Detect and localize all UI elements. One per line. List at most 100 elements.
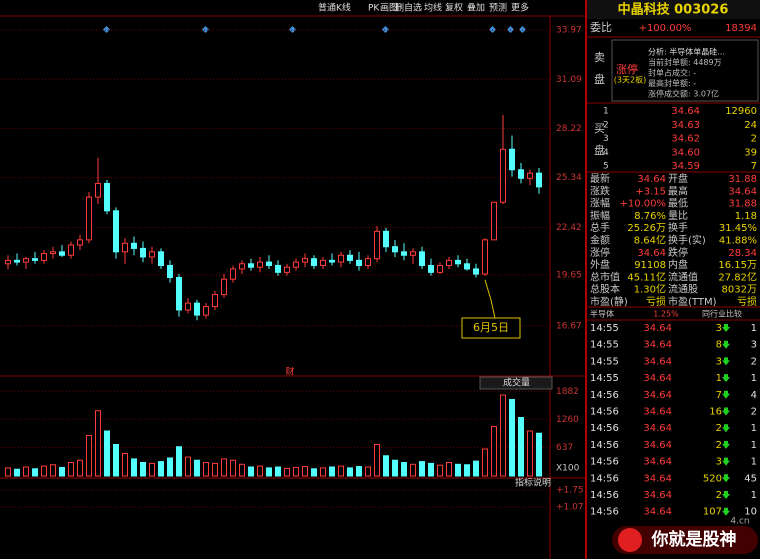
stat-label: 换手 (668, 221, 688, 234)
watermark-icon (618, 528, 642, 552)
volume-bar (401, 462, 407, 477)
tick-arrow (722, 424, 730, 433)
volume-bar (248, 466, 254, 477)
candle-body (392, 246, 398, 253)
stat-value: 91108 (634, 260, 666, 271)
candle-body (338, 254, 344, 263)
stat-value: 1.18 (735, 211, 757, 222)
stat-value: 31.88 (728, 174, 757, 185)
tick-volume: 3 (716, 323, 722, 334)
news-marker (201, 25, 210, 34)
candle-body (401, 251, 407, 256)
buy-level-volume: 2 (751, 134, 757, 145)
tick-volume: 2 (716, 423, 722, 434)
volume-selector[interactable] (479, 376, 553, 390)
tick-arrow (722, 357, 730, 366)
stat-label: 最新 (590, 172, 610, 185)
volume-bar (176, 446, 182, 477)
stat-label: 涨跌 (590, 184, 610, 197)
stat-label: 总手 (590, 221, 610, 234)
sell-label: 盘 (594, 72, 605, 86)
tick-price: 34.64 (643, 390, 672, 401)
industry-compare[interactable]: 同行业比较 (702, 309, 742, 319)
candle-body (275, 265, 281, 273)
stat-value: 亏损 (646, 295, 666, 308)
toolbar-button[interactable]: 删自选 (395, 2, 422, 14)
volume-bar (437, 464, 443, 477)
buy-level-price: 34.59 (671, 161, 700, 172)
candle-body (86, 196, 92, 241)
candle-body (95, 182, 101, 198)
limit-tag: 涨停 (616, 62, 638, 76)
stat-label: 金额 (590, 234, 610, 247)
tick-count: 4 (751, 390, 757, 401)
tick-price: 34.64 (643, 373, 672, 384)
volume-bar (194, 459, 200, 477)
tick-count: 3 (751, 340, 757, 351)
toolbar-button[interactable]: 预测 (489, 3, 507, 14)
stat-value: +3.15 (635, 186, 666, 197)
volume-bar (320, 467, 326, 477)
y-tick-label: 22.42 (556, 223, 582, 233)
buy-level-price: 34.62 (671, 134, 700, 145)
annotation-leader (484, 279, 496, 319)
annotation-box (461, 317, 521, 339)
toolbar-button[interactable]: 普通K线 (318, 2, 351, 14)
candle-body (374, 230, 380, 260)
toolbar-button[interactable]: 复权 (445, 2, 463, 14)
candle-body (239, 263, 245, 270)
volume-bar (185, 456, 191, 477)
candle-body (140, 247, 146, 258)
candle-body (230, 268, 236, 280)
candle-body (482, 239, 488, 275)
candle-body (491, 201, 497, 241)
event-marker[interactable]: 财 (285, 366, 294, 378)
news-marker (488, 25, 497, 34)
candle-body (500, 148, 506, 203)
candle-body (158, 251, 164, 267)
stat-value: 31.45% (719, 223, 757, 234)
stat-value: 34.64 (728, 186, 757, 197)
tick-count: 2 (751, 407, 757, 418)
tick-time: 14:55 (590, 356, 619, 367)
volume-bar (32, 468, 38, 477)
buy-level-volume: 39 (744, 147, 757, 158)
tick-price: 34.64 (643, 473, 672, 484)
tick-time: 14:56 (590, 440, 619, 451)
tick-price: 34.64 (643, 457, 672, 468)
volume-bar (113, 444, 119, 477)
tick-time: 14:56 (590, 423, 619, 434)
volume-bar (221, 458, 227, 477)
stat-label: 市盈(静) (590, 295, 628, 308)
indicator-help[interactable]: 指标说明 (515, 477, 551, 489)
volume-title[interactable]: 成交量 (503, 377, 530, 389)
buy-label: 买 (594, 122, 605, 135)
candle-body (59, 251, 65, 256)
tick-arrow (722, 491, 730, 499)
candle-body (14, 259, 20, 263)
y-tick-label: 33.97 (556, 26, 582, 36)
volume-bar (392, 459, 398, 477)
candle-body (518, 169, 524, 179)
y-tick-label: 637 (556, 443, 573, 453)
toolbar-button[interactable]: 叠加 (467, 3, 485, 14)
limit-info: 封单占成交: - (648, 68, 696, 78)
buy-level-price: 34.64 (671, 106, 700, 117)
candle-body (302, 258, 308, 263)
buy-level-index: 3 (603, 134, 609, 144)
tick-volume: 3 (716, 457, 722, 468)
tick-volume: 7 (716, 390, 722, 401)
toolbar-button[interactable]: 画图 (380, 3, 398, 14)
toolbar-button[interactable]: 更多 (511, 2, 529, 14)
limit-info: 涨停成交额: 3.07亿 (648, 89, 719, 99)
tick-time: 14:55 (590, 373, 619, 384)
volume-bar (365, 466, 371, 477)
volume-bar (302, 466, 308, 477)
tick-price: 34.64 (643, 407, 672, 418)
toolbar-button[interactable]: 均线 (424, 2, 442, 14)
stat-value: 1.30亿 (634, 283, 666, 296)
volume-bar (518, 417, 524, 477)
candle-body (383, 230, 389, 248)
tick-count: 1 (751, 423, 757, 434)
toolbar-button[interactable]: PK (368, 4, 380, 14)
